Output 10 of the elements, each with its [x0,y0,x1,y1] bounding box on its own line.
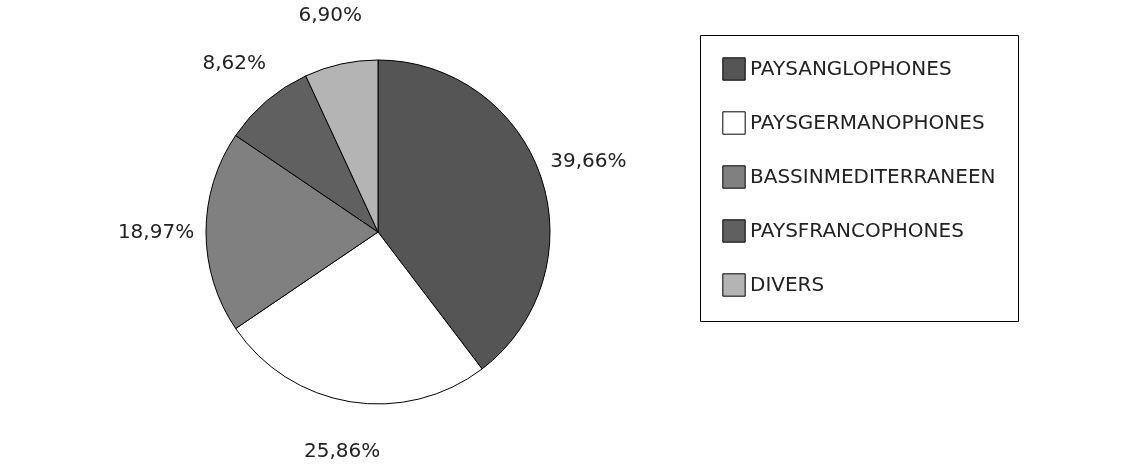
legend-label: PAYSFRANCOPHONES [750,218,964,242]
data-label: 6,90% [298,2,363,27]
data-label: 25,86% [303,438,381,463]
legend-label: PAYSANGLOPHONES [750,56,952,80]
legend-label: DIVERS [750,272,825,296]
data-label: 18,97% [117,219,195,244]
data-label: 8,62% [202,49,267,74]
legend-label: PAYSGERMANOPHONES [750,110,985,134]
data-label: 39,66% [550,148,627,173]
legend-label: BASSINMEDITERRANEEN [750,164,996,188]
